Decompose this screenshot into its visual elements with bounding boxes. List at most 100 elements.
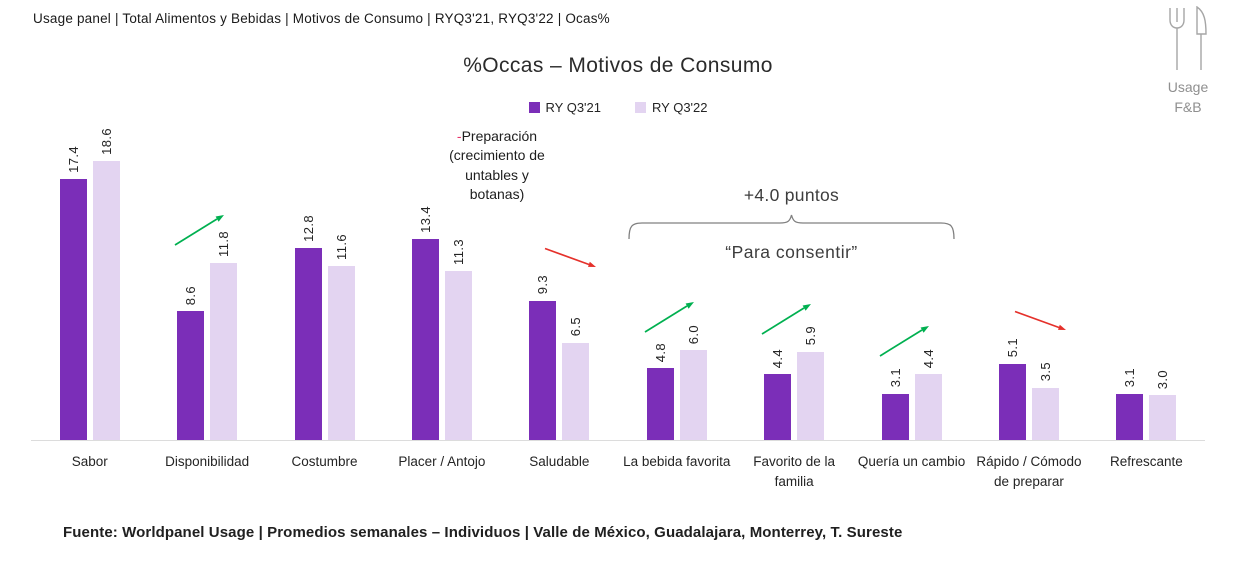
bar-ry-q3-22 [562,342,590,440]
bar-ry-q3-22 [679,350,707,440]
bar-wrap: 5.9 [797,326,825,440]
category-group: 5.1 3.5 Rápido / Cómodo de preparar [970,110,1088,493]
bar-wrap: 3.5 [1031,362,1059,440]
bar-ry-q3-21 [529,300,557,440]
annotation-line: (crecimiento de [449,147,545,164]
value-label: 6.5 [568,317,584,337]
bar-ry-q3-21 [881,393,909,440]
legend-label: RY Q3'22 [652,100,708,115]
value-label: 12.8 [300,215,316,242]
category-group: 4.4 5.9 Favorito de la familia [735,110,853,493]
bars-row: 3.1 4.4 [852,110,971,441]
bar-wrap: 4.4 [914,349,942,440]
bar-ry-q3-21 [646,368,674,440]
bars-row: 4.8 6.0 [618,110,736,441]
value-label: 3.0 [1155,369,1171,389]
category-label: Disponibilidad [165,454,250,469]
bar-ry-q3-22 [1149,395,1177,440]
bar-wrap: 9.3 [529,275,557,440]
category-group: 17.4 18.6 Sabor [31,110,149,493]
bars-row: 17.4 18.6 [31,110,149,441]
bar-wrap: 4.8 [646,342,674,440]
bars-row: 12.8 11.6 [265,110,384,441]
trend-arrow-up-icon [879,322,931,358]
category-label: La bebida favorita [623,454,731,469]
annotation-preparacion: -Preparación (crecimiento de untables y … [412,127,582,204]
bar-wrap: 3.1 [1116,368,1144,440]
bar-ry-q3-21 [177,311,205,440]
annotation-bracket-group: +4.0 puntos “Para consentir” [628,185,955,263]
bar-wrap: 18.6 [92,128,120,440]
category-label: Rápido / Cómodo de preparar [976,454,1082,490]
bar-ry-q3-21 [998,363,1026,440]
category-group: 13.4 11.3 Placer / Antojo [383,110,501,493]
value-label: 9.3 [535,275,551,295]
value-label: 8.6 [183,285,199,305]
bar-ry-q3-22 [444,270,472,440]
value-label: 11.3 [450,238,466,265]
category-label: Costumbre [291,454,358,469]
bar-ry-q3-21 [411,239,439,440]
bar-wrap: 8.6 [177,285,205,440]
category-group: 3.1 3.0 Refrescante [1087,110,1206,493]
trend-arrow-down-icon [1014,308,1068,334]
bar-wrap: 6.5 [562,317,590,440]
value-label: 13.4 [417,206,433,233]
trend-arrow-down-icon [544,245,598,271]
annotation-line: botanas) [469,185,525,202]
annotation-line: untables y [465,166,529,183]
legend-item-ry-q3-21: RY Q3'21 [528,100,602,115]
bar-ry-q3-22 [797,351,825,440]
bar-wrap: 17.4 [59,146,87,440]
legend-label: RY Q3'21 [545,100,602,115]
bar-wrap: 11.8 [210,231,238,440]
bar-wrap: 11.6 [327,234,355,440]
bar-groups: 17.4 18.6 Sabor 8.6 11.8 Disponibilidad 12.8 11… [31,110,1206,493]
category-label: Favorito de la familia [753,454,836,490]
bar-wrap: 13.4 [411,206,439,440]
value-label: 3.1 [1122,368,1138,388]
trend-arrow-up-icon [644,298,696,334]
value-label: 11.6 [333,234,349,260]
trend-arrow-up-icon [174,211,226,247]
value-label: 3.1 [887,368,903,388]
value-label: 5.1 [1004,338,1020,358]
bar-wrap: 3.0 [1149,369,1177,440]
category-group: 3.1 4.4 Quería un cambio [852,110,971,493]
bar-ry-q3-21 [1116,393,1144,440]
curly-brace [628,214,955,239]
chart-legend: RY Q3'21 RY Q3'22 [31,100,1205,115]
category-label: Sabor [71,454,108,469]
legend-swatch-ry-q3-22 [635,102,646,113]
category-group: 12.8 11.6 Costumbre [265,110,384,493]
value-label: 3.5 [1037,362,1053,382]
chart-title: %Occas – Motivos de Consumo [463,54,773,77]
category-label: Saludable [529,454,590,469]
bar-ry-q3-22 [1031,387,1059,440]
trend-arrow-up-icon [761,300,813,336]
value-label: 17.4 [65,146,81,173]
bracket-quote-label: “Para consentir” [725,242,858,262]
usage-fb-logo: Usage F&B [1149,5,1227,118]
legend-item-ry-q3-22: RY Q3'22 [635,100,708,115]
bar-chart: 17.4 18.6 Sabor 8.6 11.8 Disponibilidad 12.8 11… [31,110,1206,493]
category-group: 8.6 11.8 Disponibilidad [148,110,266,493]
category-label: Placer / Antojo [398,454,486,469]
bar-ry-q3-22 [92,161,120,440]
bar-wrap: 3.1 [881,368,909,440]
category-group: 9.3 6.5 Saludable [500,110,619,493]
value-label: 4.4 [770,348,786,368]
category-group: 4.8 6.0 La bebida favorita [618,110,736,493]
bar-wrap: 4.4 [764,348,792,440]
bracket-points-label: +4.0 puntos [743,185,840,205]
bars-row: 9.3 6.5 [500,110,619,441]
logo-text-line1: Usage [1167,79,1209,95]
legend-swatch-ry-q3-21 [528,102,540,113]
bars-row: 8.6 11.8 [148,110,266,441]
category-label: Quería un cambio [857,454,966,469]
source-footnote: Fuente: Worldpanel Usage | Promedios sem… [63,524,903,541]
bar-wrap: 5.1 [998,338,1026,440]
bar-ry-q3-22 [914,374,942,440]
value-label: 4.8 [652,342,668,362]
